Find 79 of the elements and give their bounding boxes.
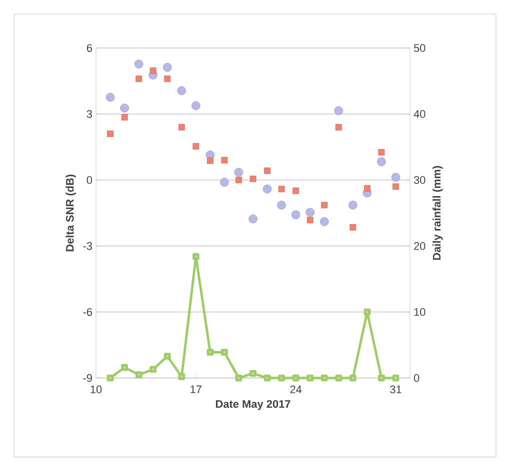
point [164,76,171,82]
point [350,374,356,382]
point [392,183,399,190]
point [391,172,400,182]
point [164,352,171,360]
point [364,185,370,192]
point [178,373,186,380]
point [106,92,115,102]
point [306,374,314,382]
point [192,101,200,110]
y2-tick-label: 20 [414,242,426,250]
point [248,214,258,224]
y-axis-title: Delta SNR (dB) [66,174,76,252]
y2-axis-title: Daily rainfall (mm) [432,166,443,260]
y-tick-label: 0 [86,176,92,184]
y-tick-label: 3 [86,110,92,118]
point [206,348,214,356]
point [364,308,371,316]
point [278,186,285,192]
point [178,124,185,130]
point [335,124,342,130]
point [378,149,385,156]
point [264,374,271,382]
point [334,106,344,116]
x-tick-label: 31 [390,386,402,394]
point [150,67,156,74]
point [136,76,142,82]
point [121,114,128,120]
point [120,104,129,112]
y2-tick-label: 10 [414,308,426,316]
x-tick-label: 24 [290,386,302,394]
point [220,178,229,187]
y2-tick-label: 30 [414,176,426,184]
point [306,208,314,217]
point [121,364,128,371]
point [292,188,300,194]
point [277,200,286,210]
point [221,348,228,356]
point [221,157,228,164]
y2-tick-label: 40 [414,110,426,118]
y-tick-label: -9 [83,374,92,382]
point [236,176,242,184]
point [264,168,270,174]
point [378,374,385,382]
point [234,168,244,177]
point [107,130,114,137]
point [206,157,214,164]
point [278,374,285,382]
point [150,366,156,373]
x-tick-label: 10 [90,386,102,394]
x-axis-title: Date May 2017 [216,400,290,410]
point [192,253,200,260]
point [162,62,172,72]
point [250,370,256,377]
y-tick-label: -6 [83,308,92,316]
point [321,202,328,208]
point [320,374,328,382]
point [262,184,272,194]
point [392,374,400,382]
point [135,371,142,378]
point [235,374,242,382]
point [320,217,329,226]
point [292,374,300,382]
y2-tick-label: 50 [414,44,426,52]
y2-tick-label: 0 [414,374,420,382]
point [192,143,200,150]
x-tick-label: 17 [190,386,202,394]
point [177,86,186,96]
point [306,216,314,224]
point [106,374,114,382]
point [250,176,256,182]
point [335,374,342,382]
y-tick-label: -3 [83,242,92,250]
point [291,210,300,220]
point [348,200,358,210]
point [134,60,144,68]
y-tick-label: 6 [86,44,92,52]
point [350,224,356,230]
point [377,157,386,166]
